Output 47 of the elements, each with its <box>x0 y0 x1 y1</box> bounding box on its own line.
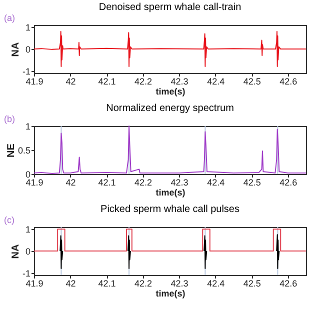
x-tick-label: 42.1 <box>98 76 116 86</box>
line-series <box>34 31 306 67</box>
x-tick-label: 42.2 <box>134 178 152 188</box>
y-axis-title: NA <box>10 244 22 259</box>
x-tick-label: 41.9 <box>26 178 44 188</box>
y-tick-label: 1 <box>25 22 30 33</box>
chart-title: Normalized energy spectrum <box>106 103 234 114</box>
x-tick-label: 41.9 <box>26 76 44 86</box>
x-tick-label: 42 <box>66 76 76 86</box>
y-axis-title: NE <box>6 143 17 158</box>
x-tick-label: 42.5 <box>243 278 261 288</box>
x-tick-label: 42.2 <box>134 278 152 288</box>
x-tick-label: 41.9 <box>26 278 44 288</box>
x-tick-label: 42.1 <box>98 278 116 288</box>
x-axis-title: time(s) <box>156 188 186 198</box>
x-axis-title: time(s) <box>156 86 186 96</box>
y-tick-label: 0 <box>25 246 30 256</box>
text: (a) <box>4 13 15 23</box>
x-tick-label: 42.3 <box>170 178 188 188</box>
x-tick-label: 42.5 <box>243 76 261 86</box>
x-tick-label: 42.4 <box>207 178 225 188</box>
chart-title: Picked sperm whale call pulses <box>100 204 240 215</box>
y-axis-title: NA <box>10 42 22 57</box>
y-tick-label: 0 <box>25 170 30 180</box>
x-tick-label: 42 <box>66 178 76 188</box>
y-tick-label: 0.5 <box>18 146 30 156</box>
chart-title: Denoised sperm whale call-train <box>98 2 242 13</box>
x-tick-label: 42 <box>66 278 76 288</box>
y-tick-label: -1 <box>22 66 30 76</box>
x-tick-label: 42.3 <box>170 278 188 288</box>
y-tick-label: 1 <box>25 122 30 132</box>
text: (b) <box>4 114 15 124</box>
x-tick-label: 42.6 <box>280 278 298 288</box>
x-tick-label: 42.1 <box>98 178 116 188</box>
y-tick-label: 0 <box>25 44 30 54</box>
x-axis-title: time(s) <box>156 288 186 298</box>
x-tick-label: 42.3 <box>170 76 188 86</box>
x-tick-label: 42.6 <box>280 178 298 188</box>
text: (c) <box>4 215 14 225</box>
line-series <box>34 126 306 174</box>
x-tick-label: 42.2 <box>134 76 152 86</box>
x-tick-label: 42.5 <box>243 178 261 188</box>
x-tick-label: 42.6 <box>280 76 298 86</box>
y-tick-label: -1 <box>22 268 30 278</box>
y-tick-label: 1 <box>25 224 30 235</box>
x-tick-label: 42.4 <box>207 278 225 288</box>
x-tick-label: 42.4 <box>207 76 225 86</box>
